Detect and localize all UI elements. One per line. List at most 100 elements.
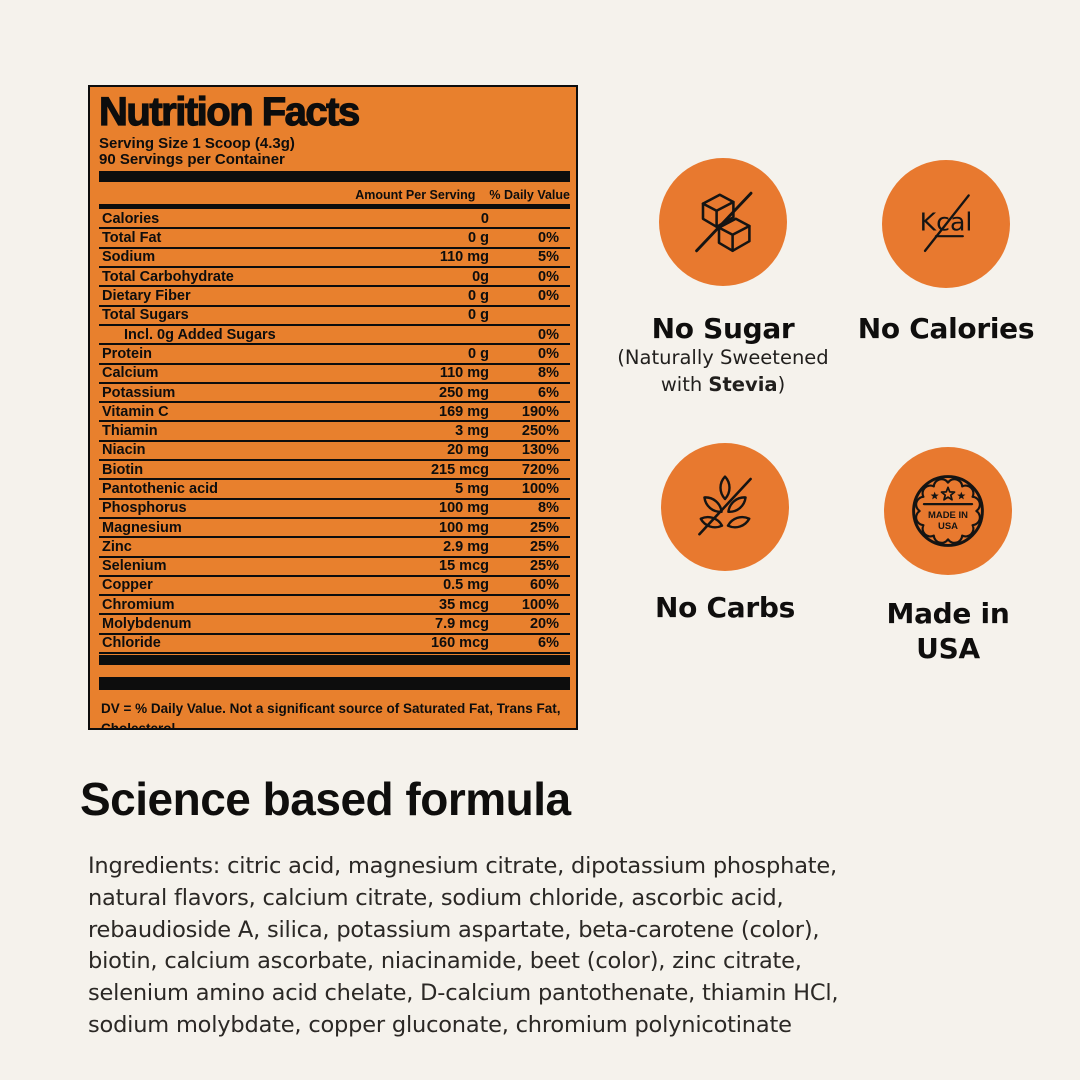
nutrient-amount: 100 mg xyxy=(439,500,489,517)
seal-text-line1: MADE IN xyxy=(928,510,968,521)
nutrient-amount: 169 mg xyxy=(439,403,489,420)
nutrient-amount: 0 g xyxy=(468,307,489,324)
nutrient-daily-value: 130% xyxy=(521,442,559,459)
section-heading: Science based formula xyxy=(80,773,571,825)
nutrient-name: Sodium xyxy=(102,249,156,266)
nutrient-amount: 100 mg xyxy=(439,519,489,536)
nutrient-amount: 0 xyxy=(480,210,489,227)
ingredients-paragraph: Ingredients: citric acid, magnesium citr… xyxy=(88,851,948,1042)
ingredients-line: Ingredients: citric acid, magnesium citr… xyxy=(88,853,837,879)
nutrient-name: Magnesium xyxy=(102,519,182,536)
nutrient-daily-value: 25% xyxy=(529,519,559,536)
no-carbs-badge xyxy=(661,443,789,571)
ingredients-line: sodium molybdate, copper gluconate, chro… xyxy=(88,1011,792,1038)
table-row: Selenium 15 mcg 25% xyxy=(99,558,570,577)
no-sugar-badge xyxy=(659,158,787,286)
table-row: Zinc 2.9 mg 25% xyxy=(99,538,570,558)
nutrient-amount: 110 mg xyxy=(439,249,489,266)
svg-text:Kcal: Kcal xyxy=(920,208,973,237)
nutrient-name: Chromium xyxy=(102,596,175,613)
nutrient-daily-value: 100% xyxy=(521,596,559,613)
nutrient-name: Zinc xyxy=(102,538,132,555)
subtext-stevia: Stevia xyxy=(708,372,778,396)
nutrient-daily-value: 0% xyxy=(538,230,559,247)
nutrient-name: Chloride xyxy=(102,635,161,652)
seal-text-line2: USA xyxy=(938,521,958,532)
no-carbs-caption: No Carbs xyxy=(590,591,860,624)
badge-label: No Carbs xyxy=(655,591,795,624)
nutrient-amount: 0g xyxy=(472,268,489,285)
nutrient-daily-value: 250% xyxy=(521,423,559,440)
nutrient-amount: 250 mg xyxy=(439,384,489,401)
nutrient-amount: 3 mg xyxy=(455,423,489,440)
ingredients-line: natural flavors, calcium citrate, sodium… xyxy=(88,884,784,911)
nutrient-name: Biotin xyxy=(102,461,144,478)
nutrient-name: Pantothenic acid xyxy=(102,480,219,497)
nutrient-daily-value: 8% xyxy=(538,365,559,382)
nutrient-amount: 0 g xyxy=(468,230,489,247)
no-sugar-caption: No Sugar (Naturally Sweetened with Stevi… xyxy=(588,312,858,398)
table-row: Total Fat 0 g 0% xyxy=(99,229,570,249)
table-row: Chloride 160 mcg 6% xyxy=(99,635,570,655)
nutrient-daily-value: 25% xyxy=(529,558,559,575)
nutrient-name: Selenium xyxy=(102,558,167,575)
servings-per-container: 90 Servings per Container xyxy=(99,150,285,168)
nutrient-daily-value: 25% xyxy=(529,538,559,555)
badge-label: No Sugar xyxy=(651,312,795,345)
table-row: Protein 0 g 0% xyxy=(99,345,570,365)
badge-subtext-line1: (Naturally Sweetened xyxy=(617,346,829,369)
nutrient-name: Total Sugars xyxy=(102,307,189,324)
footnote-line1: DV = % Daily Value. Not a significant so… xyxy=(101,701,561,730)
table-row: Magnesium 100 mg 25% xyxy=(99,519,570,539)
nutrient-daily-value: 0% xyxy=(538,326,559,343)
nutrient-rows: Calories 0 Total Fat 0 g 0% Sodium 110 m… xyxy=(99,210,570,655)
nutrition-facts-title: Nutrition Facts xyxy=(98,90,360,134)
table-row: Molybdenum 7.9 mcg 20% xyxy=(99,615,570,635)
table-row: Sodium 110 mg 5% xyxy=(99,249,570,269)
no-calories-badge: Kcal xyxy=(882,160,1010,288)
table-row: Dietary Fiber 0 g 0% xyxy=(99,287,570,307)
made-in-usa-seal-icon: MADE IN USA xyxy=(912,475,984,547)
nutrient-name: Calcium xyxy=(102,365,159,382)
nutrient-amount: 0 g xyxy=(468,345,489,362)
nutrient-name: Phosphorus xyxy=(102,500,187,517)
table-row: Pantothenic acid 5 mg 100% xyxy=(99,480,570,500)
nutrient-name: Incl. 0g Added Sugars xyxy=(124,326,276,343)
table-row: Calories 0 xyxy=(99,210,570,230)
table-row: Biotin 215 mcg 720% xyxy=(99,461,570,481)
nutrient-name: Total Carbohydrate xyxy=(102,268,234,285)
table-row: Chromium 35 mcg 100% xyxy=(99,596,570,616)
nutrient-amount: 0 g xyxy=(468,288,489,305)
nutrient-daily-value: 20% xyxy=(529,616,559,633)
wheat-crossed-icon xyxy=(698,475,752,536)
table-row: Thiamin 3 mg 250% xyxy=(99,422,570,442)
nutrient-daily-value: 6% xyxy=(538,384,559,401)
nutrient-name: Niacin xyxy=(102,442,146,459)
table-row: Copper 0.5 mg 60% xyxy=(99,577,570,597)
badge-label-line2: USA xyxy=(916,632,980,665)
nutrient-name: Potassium xyxy=(102,384,176,401)
divider-bar xyxy=(99,171,570,183)
nutrient-amount: 2.9 mg xyxy=(443,538,489,555)
divider-bar xyxy=(99,655,570,666)
badge-subtext-line2: with Stevia) xyxy=(588,372,858,399)
nutrient-name: Copper xyxy=(102,577,153,594)
nutrient-amount: 110 mg xyxy=(439,365,489,382)
no-calories-caption: No Calories xyxy=(811,312,1080,345)
nutrient-name: Dietary Fiber xyxy=(102,288,191,305)
subtext-prefix: with xyxy=(660,372,709,396)
nutrient-amount: 15 mcg xyxy=(439,558,489,575)
serving-size: Serving Size 1 Scoop (4.3g) xyxy=(99,135,295,153)
table-row: Vitamin C 169 mg 190% xyxy=(99,403,570,423)
made-in-usa-badge: MADE IN USA xyxy=(884,447,1012,575)
nutrient-daily-value: 5% xyxy=(538,249,559,266)
badge-label-line1: Made in xyxy=(886,597,1010,630)
nutrient-daily-value: 8% xyxy=(538,500,559,517)
nutrient-amount: 215 mcg xyxy=(430,461,489,478)
kcal-crossed-icon: Kcal xyxy=(920,194,973,253)
column-daily-value: % Daily Value xyxy=(489,188,570,203)
nutrient-name: Calories xyxy=(102,210,160,227)
table-header: Amount Per Serving % Daily Value xyxy=(99,188,570,202)
nutrient-daily-value: 190% xyxy=(521,403,559,420)
